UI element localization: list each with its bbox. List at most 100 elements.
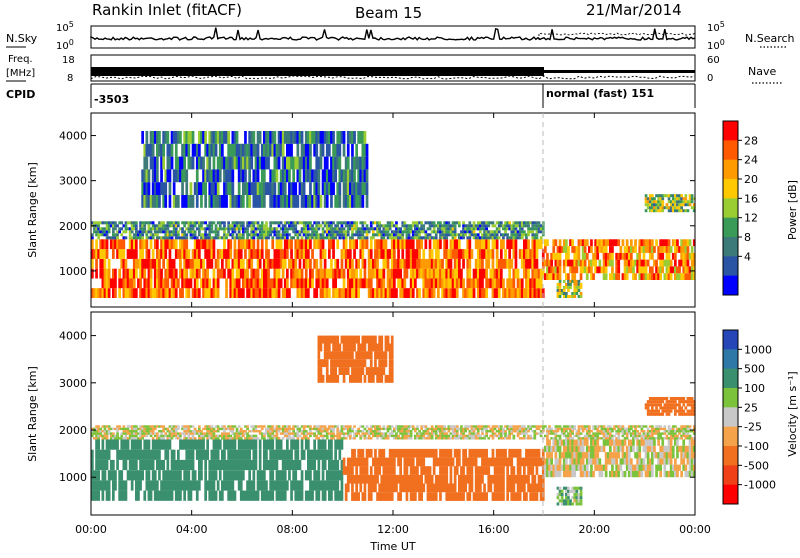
heat-cell	[299, 428, 302, 430]
heat-cell	[422, 458, 425, 467]
heat-cell	[137, 491, 140, 501]
heat-cell	[634, 246, 637, 253]
heat-cell	[397, 249, 400, 259]
heat-cell	[492, 221, 495, 224]
heat-cell	[211, 227, 214, 230]
heat-cell	[332, 432, 335, 434]
heat-cell	[479, 484, 482, 493]
heat-cell	[355, 239, 358, 249]
heat-cell	[462, 492, 465, 501]
heat-cell	[240, 249, 243, 259]
heat-cell	[215, 224, 218, 227]
heat-cell	[469, 269, 472, 279]
heat-cell	[255, 450, 258, 460]
heat-cell	[309, 182, 312, 195]
heat-cell	[282, 437, 285, 439]
heat-cell	[357, 428, 360, 430]
heat-cell	[276, 435, 279, 437]
heat-cell	[125, 480, 128, 490]
heat-cell	[439, 492, 442, 501]
heat-cell	[399, 458, 402, 467]
heat-cell	[492, 449, 495, 458]
heat-cell	[162, 259, 165, 269]
heat-cell	[162, 425, 165, 427]
heat-cell	[366, 144, 369, 157]
heat-cell	[336, 428, 339, 430]
heat-cell	[299, 460, 302, 470]
heat-cell	[330, 440, 333, 450]
heat-cell	[173, 182, 176, 195]
heat-cell	[540, 278, 543, 288]
heat-cell	[318, 182, 321, 195]
heat-cell	[376, 437, 379, 439]
heat-cell	[445, 466, 448, 475]
heat-cell	[364, 492, 367, 501]
heat-cell	[651, 253, 654, 260]
heat-cell	[288, 288, 291, 298]
heat-cell	[271, 491, 274, 501]
colorbar-swatch	[723, 256, 738, 276]
heat-cell	[362, 425, 365, 427]
heat-cell	[322, 227, 325, 230]
heat-cell	[238, 278, 241, 288]
heat-cell	[336, 460, 339, 470]
heat-cell	[284, 470, 287, 480]
heat-cell	[135, 288, 138, 298]
cpid-value-1: -3503	[94, 93, 129, 106]
heat-cell	[196, 169, 199, 182]
heat-cell	[538, 449, 541, 458]
heat-cell	[202, 440, 205, 450]
heat-cell	[169, 169, 172, 182]
heat-cell	[152, 221, 155, 224]
heat-cell	[670, 260, 673, 267]
heat-cell	[213, 480, 216, 490]
heat-cell	[255, 230, 258, 233]
heat-cell	[318, 227, 321, 230]
heat-cell	[309, 221, 312, 224]
heat-cell	[301, 269, 304, 279]
heat-cell	[206, 440, 209, 450]
heat-cell	[234, 425, 237, 427]
heat-cell	[164, 249, 167, 259]
heat-cell	[473, 288, 476, 298]
heat-cell	[271, 425, 274, 427]
heat-cell	[592, 273, 595, 280]
heat-cell	[215, 491, 218, 501]
heat-cell	[97, 491, 100, 501]
heat-cell	[393, 249, 396, 259]
heat-cell	[307, 249, 310, 259]
heat-cell	[301, 440, 304, 450]
heat-cell	[188, 249, 191, 259]
heat-cell	[313, 432, 316, 434]
heat-cell	[221, 144, 224, 157]
heat-cell	[647, 260, 650, 267]
heat-cell	[106, 239, 109, 249]
heat-cell	[255, 428, 258, 430]
heat-cell	[301, 480, 304, 490]
heat-cell	[219, 224, 222, 227]
colorbar-tick-label: 4	[744, 250, 751, 263]
heat-cell	[567, 289, 570, 292]
heat-cell	[307, 440, 310, 450]
heat-cell	[366, 239, 369, 249]
heat-cell	[416, 425, 419, 427]
heat-cell	[481, 475, 484, 484]
heat-cell	[257, 169, 260, 182]
heat-cell	[483, 437, 486, 439]
heat-cell	[229, 239, 232, 249]
heat-cell	[605, 246, 608, 253]
heat-cell	[395, 484, 398, 493]
heat-cell	[546, 253, 549, 260]
heat-cell	[659, 273, 662, 280]
heat-cell	[433, 288, 436, 298]
heat-cell	[179, 470, 182, 480]
heat-cell	[689, 239, 692, 246]
heat-cell	[208, 233, 211, 236]
heat-cell	[204, 195, 207, 208]
heat-cell	[225, 278, 228, 288]
heat-cell	[324, 491, 327, 501]
heat-cell	[99, 432, 102, 434]
heat-cell	[559, 266, 562, 273]
heat-cell	[118, 269, 121, 279]
heat-cell	[160, 169, 163, 182]
